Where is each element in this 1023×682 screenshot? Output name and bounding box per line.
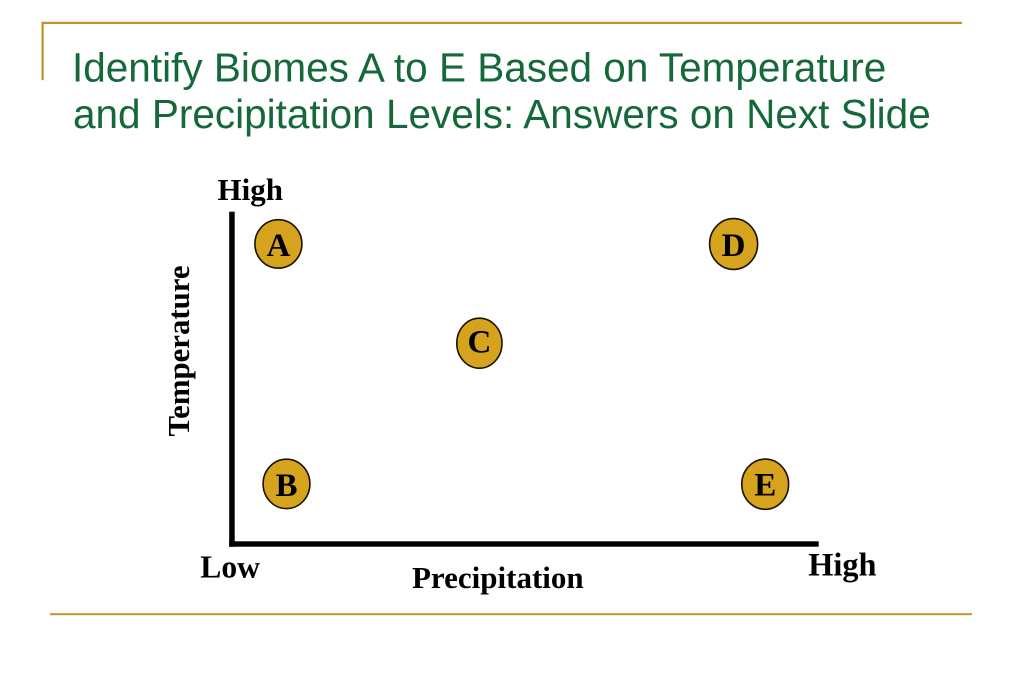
svg-text:E: E [754, 467, 776, 503]
svg-text:Temperature: Temperature [162, 265, 196, 436]
svg-text:High: High [808, 547, 876, 583]
svg-text:High: High [218, 172, 283, 207]
svg-text:Low: Low [200, 550, 260, 585]
svg-text:D: D [722, 228, 746, 264]
svg-text:and Precipitation Levels: Answ: and Precipitation Levels: Answers on Nex… [73, 91, 931, 137]
svg-text:A: A [266, 228, 290, 264]
svg-text:B: B [275, 468, 297, 504]
svg-text:Identify Biomes A to E Based o: Identify Biomes A to E Based on Temperat… [72, 45, 886, 91]
svg-text:Precipitation: Precipitation [412, 560, 584, 595]
svg-text:C: C [467, 325, 491, 361]
